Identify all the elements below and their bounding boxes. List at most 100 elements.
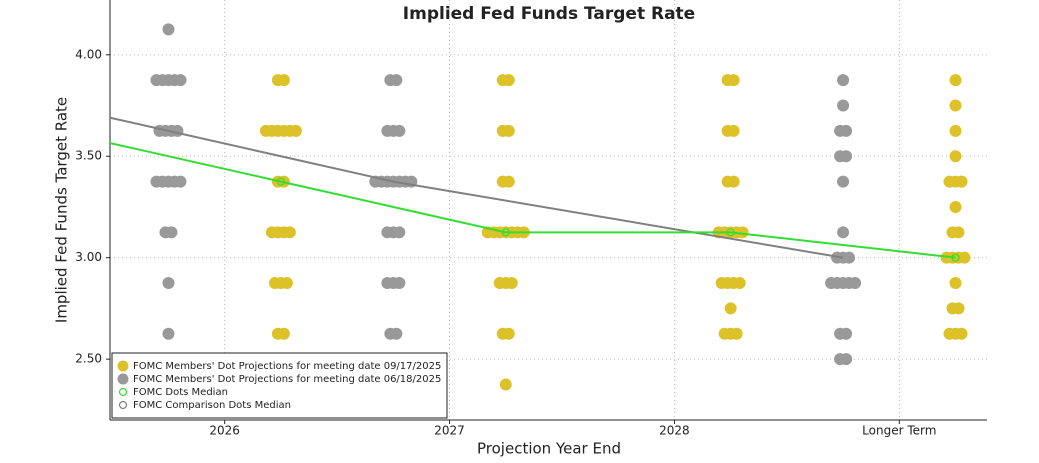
dot (393, 277, 406, 290)
dot-row (946, 226, 965, 239)
dot-row (943, 175, 968, 188)
dot (949, 277, 962, 290)
dot (952, 302, 965, 315)
dot (949, 200, 962, 213)
dot (724, 302, 737, 315)
median-marker (501, 228, 510, 237)
dot-row (496, 74, 515, 87)
dot-row (268, 277, 293, 290)
dot (733, 277, 746, 290)
y-tick-label: 2.50 (75, 352, 102, 366)
chart-title: Implied Fed Funds Target Rate (403, 4, 695, 24)
dot-row (150, 175, 187, 188)
dot (727, 124, 740, 137)
x-tick-label: 2026 (209, 424, 240, 438)
dot (393, 124, 406, 137)
dot-row (834, 327, 853, 340)
dot-row (496, 175, 515, 188)
dot (736, 226, 749, 239)
dot-row (949, 74, 962, 87)
dot-row (825, 277, 862, 290)
dot-row (721, 175, 740, 188)
dot (949, 74, 962, 87)
dot-row (943, 327, 968, 340)
dot-row (949, 150, 962, 163)
dot-row (159, 226, 178, 239)
dot-row (265, 226, 296, 239)
dot (730, 327, 743, 340)
dot-row (259, 124, 302, 137)
dot-row (949, 200, 962, 213)
dot (165, 226, 178, 239)
dot-row (384, 74, 403, 87)
dot-row (150, 74, 187, 87)
dot (955, 327, 968, 340)
y-tick-label: 3.50 (75, 149, 102, 163)
dot (949, 124, 962, 137)
dot (393, 226, 406, 239)
dot-row (381, 124, 406, 137)
dot-row (834, 124, 853, 137)
dot (162, 327, 175, 340)
dot-row (162, 327, 175, 340)
dot (840, 353, 853, 366)
dot-row (834, 353, 853, 366)
legend-marker (117, 373, 129, 385)
dot (162, 277, 175, 290)
dot (502, 124, 515, 137)
dot (289, 124, 302, 137)
dot (837, 175, 850, 188)
dot-row (837, 226, 850, 239)
median-line (110, 142, 956, 259)
dot-row (271, 327, 290, 340)
dot (837, 74, 850, 87)
dot (390, 327, 403, 340)
x-tick-label: Longer Term (862, 424, 936, 438)
y-tick-label: 3.00 (75, 250, 102, 264)
legend-label: FOMC Comparison Dots Median (133, 400, 291, 411)
dot-row (715, 277, 746, 290)
y-tick-label: 4.00 (75, 47, 102, 61)
legend-marker (118, 400, 128, 410)
dot (958, 251, 971, 264)
dot-row (162, 23, 175, 36)
dot (949, 150, 962, 163)
plot-area (110, 23, 971, 391)
dot-row (493, 277, 518, 290)
legend-box (111, 352, 448, 419)
legend-label: FOMC Dots Median (133, 387, 228, 398)
dot-row (837, 99, 850, 112)
dot (727, 175, 740, 188)
dot-row (381, 277, 406, 290)
dot (280, 277, 293, 290)
dot (505, 277, 518, 290)
dot (843, 251, 856, 264)
dot-row (949, 277, 962, 290)
dot (174, 74, 187, 87)
dot (840, 124, 853, 137)
dot (840, 327, 853, 340)
dot-row (834, 150, 853, 163)
dot-row (162, 277, 175, 290)
median-marker (951, 253, 960, 262)
x-axis-label: Projection Year End (477, 440, 621, 458)
median-marker (276, 177, 286, 186)
dot (952, 226, 965, 239)
dot-row (721, 74, 740, 87)
dot-row (496, 124, 515, 137)
dot-row (499, 378, 512, 391)
dot (171, 124, 184, 137)
dot (955, 175, 968, 188)
dot (949, 99, 962, 112)
dot (502, 327, 515, 340)
dot-row (946, 302, 965, 315)
dot (727, 74, 740, 87)
dot (840, 150, 853, 163)
median-line (110, 116, 844, 259)
dot-row (496, 327, 515, 340)
dot (174, 175, 187, 188)
dot (277, 327, 290, 340)
dot-row (724, 302, 737, 315)
legend-label: FOMC Members' Dot Projections for meetin… (133, 361, 441, 372)
dot-row (837, 175, 850, 188)
